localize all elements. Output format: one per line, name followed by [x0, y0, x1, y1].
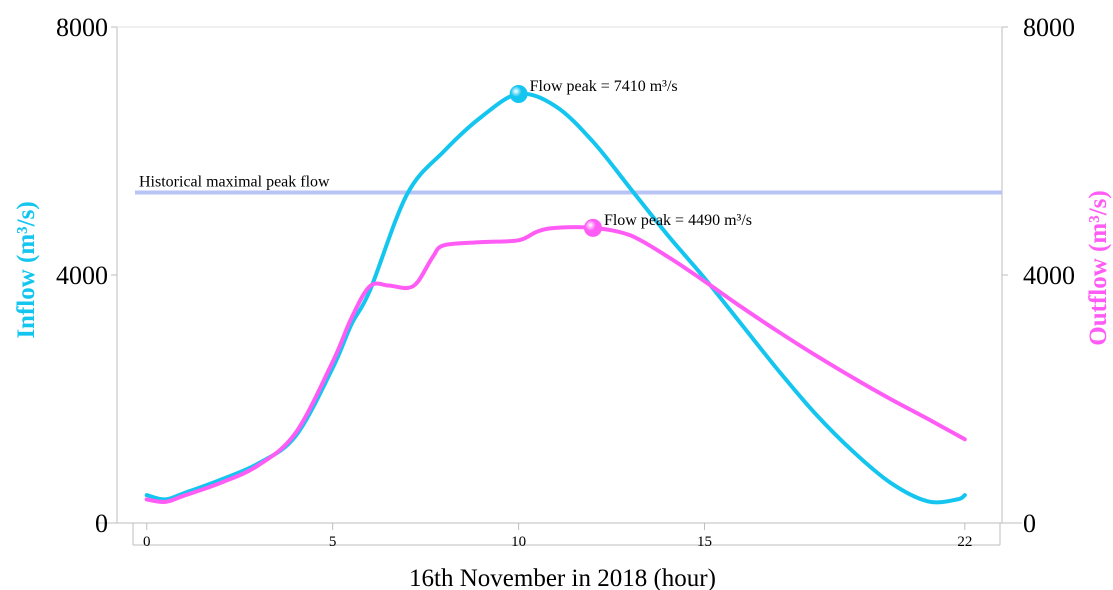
x-tick-label: 22	[957, 534, 972, 550]
y-tick-label-right: 4000	[1023, 261, 1075, 290]
y-tick-label-right: 0	[1023, 509, 1036, 538]
reference-line-group: Historical maximal peak flow	[135, 174, 1002, 195]
x-tick-label: 5	[329, 534, 337, 550]
x-tick-label: 10	[511, 534, 526, 550]
axis-labels-group: 16th November in 2018 (hour) Inflow (m³/s…	[13, 190, 1112, 590]
peak-marker	[509, 84, 528, 103]
historical-peak-label: Historical maximal peak flow	[139, 174, 330, 191]
y-axis-title-left: Inflow (m³/s)	[13, 201, 40, 338]
y-tick-label-left: 4000	[56, 261, 108, 290]
x-tick-label: 15	[697, 534, 712, 550]
outflow-series-line	[144, 225, 967, 504]
y-axis-title-right: Outflow (m³/s)	[1085, 190, 1112, 345]
y-tick-label-right: 8000	[1023, 13, 1075, 42]
y-tick-label-left: 8000	[56, 13, 108, 42]
x-axis-title: 16th November in 2018 (hour)	[409, 565, 716, 590]
peak-annotation-label: Flow peak = 4490 m³/s	[604, 212, 752, 229]
chart-axes: 0 0 4000 4000 8000 8000 0 5 10 15 22	[56, 13, 1075, 550]
inflow-series-line	[144, 91, 967, 505]
series-group	[144, 91, 967, 505]
x-tick-label: 0	[143, 534, 151, 550]
peak-marker	[583, 218, 602, 237]
annotations-group: Flow peak = 7410 m³/s Flow peak = 4490 m³…	[509, 78, 752, 237]
peak-annotation-label: Flow peak = 7410 m³/s	[530, 78, 678, 95]
y-tick-label-left: 0	[95, 509, 108, 538]
